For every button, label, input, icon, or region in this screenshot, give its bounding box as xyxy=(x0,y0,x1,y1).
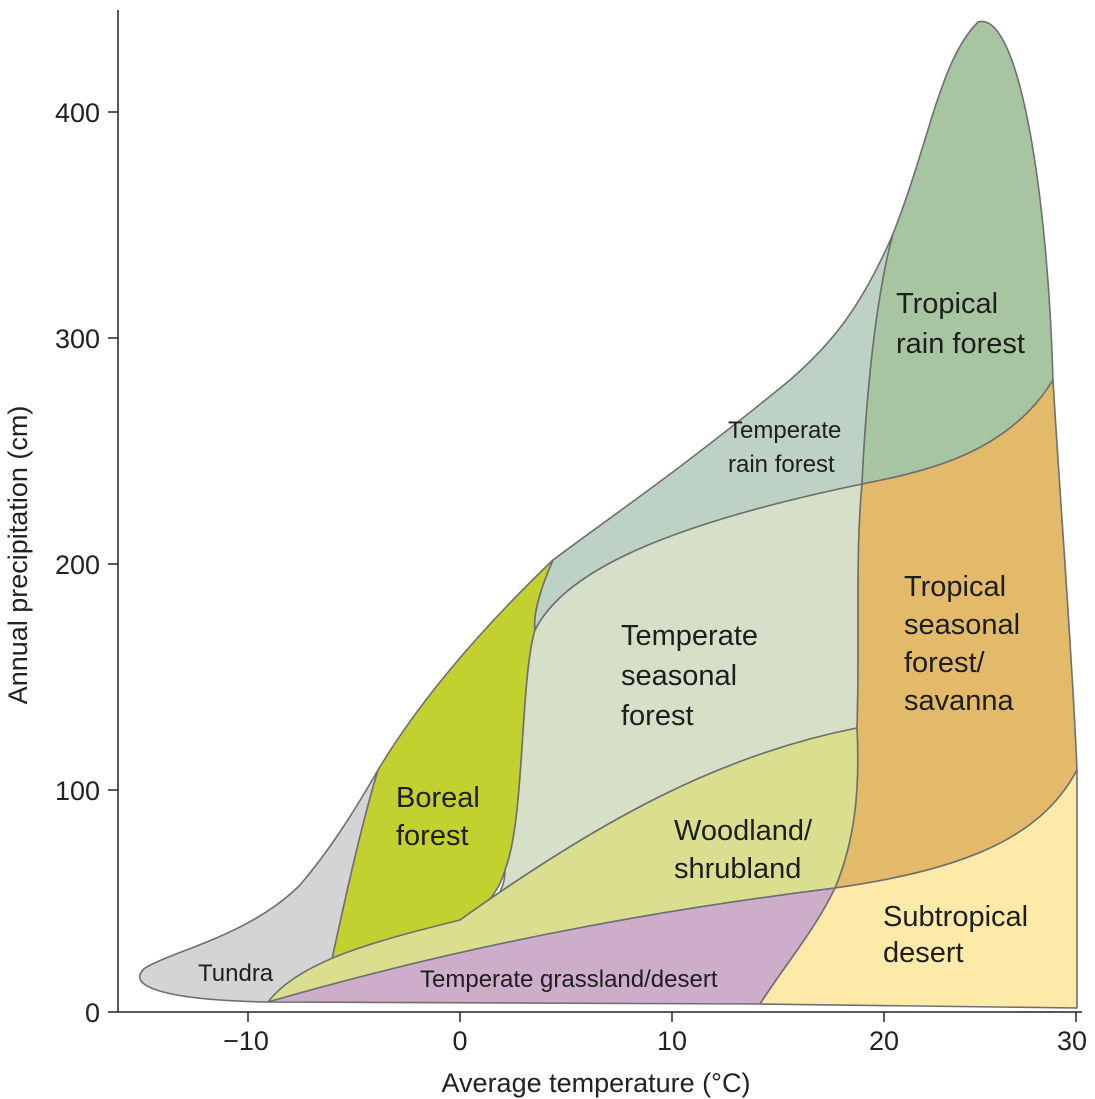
y-tick-label: 400 xyxy=(55,98,100,128)
label-tropical-seasonal-forest: Tropical xyxy=(904,571,1006,603)
label-subtropical-desert: desert xyxy=(883,937,964,969)
x-tick-label: 20 xyxy=(869,1026,899,1056)
region-subtropical-desert xyxy=(759,769,1078,1009)
label-tropical-rain-forest: rain forest xyxy=(896,328,1025,360)
label-temperate-rain-forest: Temperate xyxy=(728,417,841,444)
x-tick-label: 10 xyxy=(657,1026,687,1056)
y-tick-label: 100 xyxy=(55,776,100,806)
y-tick-label: 200 xyxy=(55,550,100,580)
label-tropical-seasonal-forest: savanna xyxy=(904,685,1015,717)
label-tropical-seasonal-forest: seasonal xyxy=(904,609,1020,641)
x-axis-label: Average temperature (°C) xyxy=(442,1068,751,1098)
x-tick-label: 0 xyxy=(452,1026,467,1056)
label-boreal-forest: Boreal xyxy=(396,782,480,814)
label-temperate-seasonal-forest: forest xyxy=(621,700,694,732)
label-woodland-shrubland: shrubland xyxy=(674,853,801,885)
y-axis-label: Annual precipitation (cm) xyxy=(3,406,33,705)
label-tropical-seasonal-forest: forest/ xyxy=(904,647,986,679)
label-temperate-seasonal-forest: seasonal xyxy=(621,660,737,692)
label-tropical-rain-forest: Tropical xyxy=(896,288,998,320)
label-temperate-rain-forest: rain forest xyxy=(728,451,835,478)
y-tick-label: 0 xyxy=(85,998,100,1028)
label-boreal-forest: forest xyxy=(396,820,469,852)
label-tundra: Tundra xyxy=(198,960,274,987)
y-tick-label: 300 xyxy=(55,324,100,354)
region-tropical-rain-forest xyxy=(861,20,1054,485)
x-tick-label: −10 xyxy=(223,1026,269,1056)
label-subtropical-desert: Subtropical xyxy=(883,901,1028,933)
label-woodland-shrubland: Woodland/ xyxy=(674,815,813,847)
label-temperate-seasonal-forest: Temperate xyxy=(621,620,758,652)
label-temperate-grassland-desert: Temperate grassland/desert xyxy=(420,966,718,993)
x-tick-label: 30 xyxy=(1057,1026,1087,1056)
